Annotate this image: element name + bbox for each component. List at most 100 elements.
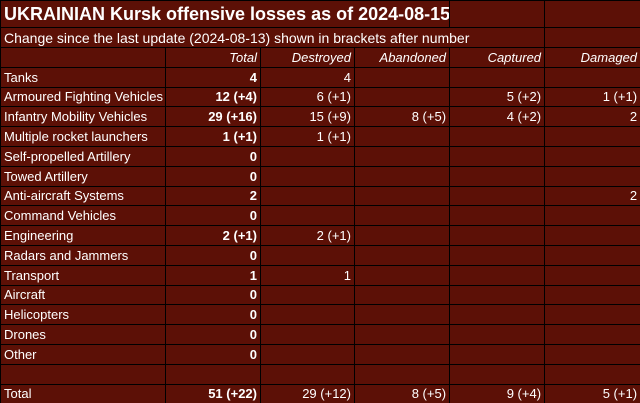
table-row: Multiple rocket launchers 1 (+1) 1 (+1) — [0, 126, 640, 147]
cell-damaged — [544, 66, 640, 88]
table-row: Infantry Mobility Vehicles 29 (+16) 15 (+9… — [0, 106, 640, 128]
row-label: Multiple rocket launchers — [0, 126, 166, 147]
cell-captured — [449, 244, 546, 266]
cell-damaged — [544, 284, 640, 306]
row-label: Anti-aircraft Systems — [0, 185, 166, 207]
row-label: Towed Artillery — [0, 165, 166, 187]
table-row: Tanks 4 4 — [0, 66, 640, 88]
cell-captured — [449, 284, 546, 306]
cell-destroyed — [260, 244, 355, 266]
cell-abandoned: 8 (+5) — [353, 383, 451, 403]
table-row: Radars and Jammers 0 — [0, 244, 640, 266]
row-label: Engineering — [0, 225, 166, 246]
cell-destroyed — [260, 185, 355, 207]
cell-abandoned — [353, 86, 451, 108]
cell-abandoned — [353, 126, 451, 147]
cell-damaged — [544, 126, 640, 147]
empty-cell — [0, 363, 166, 385]
row-label: Total — [0, 383, 166, 403]
table-row: Command Vehicles 0 — [0, 205, 640, 227]
cell-abandoned — [353, 264, 451, 286]
cell-total: 0 — [165, 165, 261, 187]
cell-captured — [449, 343, 546, 365]
column-header-captured: Captured — [449, 47, 546, 68]
row-label: Tanks — [0, 66, 166, 88]
cell-damaged — [544, 145, 640, 167]
cell-abandoned — [353, 145, 451, 167]
empty-cell — [449, 363, 546, 385]
table-row: Self-propelled Artillery 0 — [0, 145, 640, 167]
row-label: Aircraft — [0, 284, 166, 306]
column-header-damaged: Damaged — [544, 47, 640, 68]
cell-captured — [449, 165, 546, 187]
cell-destroyed — [260, 145, 355, 167]
cell-abandoned — [353, 185, 451, 207]
cell-damaged — [544, 165, 640, 187]
cell-captured — [449, 324, 546, 345]
cell-total: 0 — [165, 205, 261, 227]
column-header-destroyed: Destroyed — [260, 47, 355, 68]
cell-destroyed — [260, 205, 355, 227]
empty-cell — [165, 363, 261, 385]
cell-abandoned — [353, 244, 451, 266]
cell-destroyed — [260, 343, 355, 365]
cell-captured: 5 (+2) — [449, 86, 546, 108]
cell-total: 4 — [165, 66, 261, 88]
cell-damaged: 1 (+1) — [544, 86, 640, 108]
cell-damaged — [544, 205, 640, 227]
cell-destroyed: 1 — [260, 264, 355, 286]
cell-damaged — [544, 343, 640, 365]
cell-total: 51 (+22) — [165, 383, 261, 403]
subtitle-row: Change since the last update (2024-08-13… — [0, 27, 640, 48]
cell-total: 0 — [165, 324, 261, 345]
cell-abandoned — [353, 66, 451, 88]
table-row: Anti-aircraft Systems 2 2 — [0, 185, 640, 207]
cell-abandoned: 8 (+5) — [353, 106, 451, 128]
cell-total: 2 (+1) — [165, 225, 261, 246]
cell-captured — [449, 205, 546, 227]
cell-abandoned — [353, 343, 451, 365]
cell-abandoned — [353, 324, 451, 345]
row-label: Other — [0, 343, 166, 365]
cell-destroyed: 29 (+12) — [260, 383, 355, 403]
row-label: Radars and Jammers — [0, 244, 166, 266]
cell-destroyed — [260, 304, 355, 326]
empty-cell — [544, 363, 640, 385]
cell-total: 0 — [165, 304, 261, 326]
table-row: Drones 0 — [0, 324, 640, 345]
cell-captured — [449, 264, 546, 286]
cell-damaged — [544, 264, 640, 286]
row-label: Infantry Mobility Vehicles — [0, 106, 166, 128]
cell-total: 0 — [165, 343, 261, 365]
cell-total: 29 (+16) — [165, 106, 261, 128]
table-row: Engineering 2 (+1) 2 (+1) — [0, 225, 640, 246]
cell-abandoned — [353, 225, 451, 246]
row-label: Transport — [0, 264, 166, 286]
cell-total: 12 (+4) — [165, 86, 261, 108]
cell-captured — [449, 304, 546, 326]
table-row: Aircraft 0 — [0, 284, 640, 306]
cell-destroyed: 4 — [260, 66, 355, 88]
row-label: Armoured Fighting Vehicles — [0, 86, 166, 108]
cell-total: 2 — [165, 185, 261, 207]
blank-row — [0, 363, 640, 385]
cell-captured — [449, 145, 546, 167]
row-label: Drones — [0, 324, 166, 345]
cell-destroyed — [260, 165, 355, 187]
empty-cell — [544, 27, 640, 48]
table-row: Helicopters 0 — [0, 304, 640, 326]
cell-damaged — [544, 225, 640, 246]
cell-damaged: 2 — [544, 185, 640, 207]
cell-total: 0 — [165, 284, 261, 306]
row-label: Command Vehicles — [0, 205, 166, 227]
cell-captured: 9 (+4) — [449, 383, 546, 403]
cell-abandoned — [353, 205, 451, 227]
cell-abandoned — [353, 165, 451, 187]
table-subtitle: Change since the last update (2024-08-13… — [0, 27, 546, 48]
cell-total: 0 — [165, 145, 261, 167]
table-row: Transport 1 1 — [0, 264, 640, 286]
empty-cell — [260, 363, 355, 385]
cell-abandoned — [353, 284, 451, 306]
